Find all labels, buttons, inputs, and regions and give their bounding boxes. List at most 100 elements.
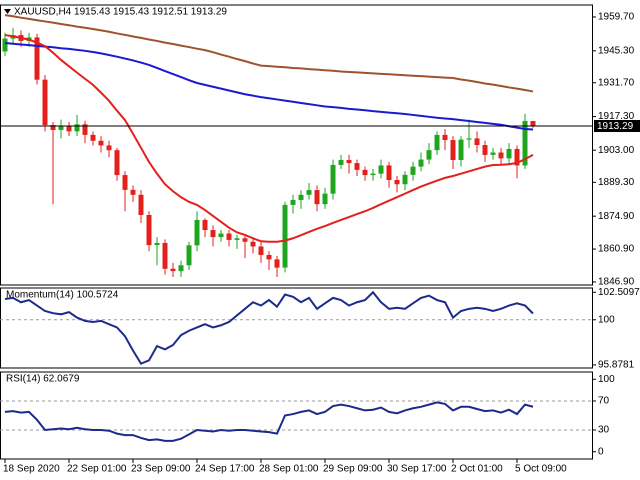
candle-body [234,238,240,240]
y-tick-label: 1860.90 [598,244,635,255]
candle-body [34,37,40,80]
x-tick-label: 28 Sep 01:00 [259,464,319,475]
y-tick-label: 100 [598,374,615,385]
candle-body [130,189,136,195]
candle-body [210,230,216,238]
candle-body [506,148,512,159]
candle-body [106,145,112,151]
candle-body [426,150,432,160]
candle-body [258,246,264,255]
candle-body [466,138,472,140]
candle-body [242,238,248,242]
candle-body [498,152,504,159]
y-tick-label: 1945.30 [598,45,635,56]
candle-body [50,125,56,130]
candle-body [450,140,456,161]
candle-body [442,134,448,141]
candle-body [322,193,328,205]
y-tick-label: 30 [598,425,610,436]
candle-body [522,120,528,166]
panel-title: RSI(14) 62.0679 [6,374,80,385]
candle-body [418,159,424,167]
y-tick-label: 70 [598,396,610,407]
candle-body [338,160,344,165]
moving-average [4,42,534,131]
panel-frame [0,4,593,286]
candle-body [66,125,72,132]
candle-body [154,242,160,246]
candle-body [298,194,304,200]
x-tick-label: 23 Sep 09:00 [131,464,191,475]
candle-body [330,164,336,194]
candle-body [162,242,168,269]
indicator-line [4,290,534,365]
x-tick-label: 2 Oct 01:00 [451,464,503,475]
candle-body [458,139,464,161]
last-price-box [594,119,640,132]
indicator-line [4,401,534,442]
candle-body [530,120,536,126]
candle-body [202,219,208,231]
y-tick-label: 100 [598,314,615,325]
candle-body [146,215,152,246]
y-tick-label: 1917.30 [598,111,635,122]
y-tick-label: 1846.90 [598,277,635,288]
candle-body [378,165,384,174]
candle-body [186,245,192,266]
moving-average [4,34,534,243]
candle-body [490,152,496,155]
candle-body [482,145,488,155]
y-tick-label: 102.5097 [598,287,640,298]
candle-body [410,166,416,175]
candle-body [74,124,80,132]
candle-body [82,124,88,135]
collapse-icon [4,9,11,14]
y-tick-label: 1889.30 [598,177,635,188]
candle-body [90,134,96,141]
moving-average [4,14,534,93]
y-tick-label: 1931.70 [598,77,635,88]
candle-body [266,254,272,260]
candle-body [402,174,408,185]
candle-body [170,268,176,272]
candle-body [346,160,352,164]
panel-title: XAUUSD,H4 1915.43 1915.43 1912.51 1913.2… [14,7,227,18]
candle-body [474,138,480,145]
candle-body [58,125,64,130]
candle-body [250,241,256,247]
y-tick-label: 0 [598,446,604,457]
x-tick-label: 18 Sep 2020 [3,464,60,475]
x-tick-label: 24 Sep 17:00 [195,464,255,475]
x-tick-label: 29 Sep 09:00 [323,464,383,475]
candle-body [314,190,320,205]
candle-body [226,233,232,240]
panel-frame [0,287,593,369]
candle-body [98,140,104,146]
candle-body [114,150,120,176]
candle-body [274,259,280,268]
candle-body [194,219,200,246]
candle-body [362,169,368,176]
candle-body [514,148,520,166]
x-tick-label: 22 Sep 01:00 [67,464,127,475]
candle-body [306,190,312,195]
candle-body [218,233,224,238]
candle-body [178,265,184,272]
x-tick-label: 30 Sep 17:00 [387,464,447,475]
candle-body [386,165,392,180]
candle-body [282,204,288,268]
candle-body [354,163,360,170]
y-tick-label: 1903.00 [598,145,635,156]
candle-body [2,38,8,52]
candle-body [394,180,400,185]
x-tick-label: 5 Oct 09:00 [515,464,567,475]
y-tick-label: 1959.70 [598,12,635,23]
last-price-label: 1913.29 [597,121,634,132]
panel-title: Momentum(14) 100.5724 [6,290,119,301]
y-tick-label: 95.8781 [598,360,635,371]
candle-body [122,175,128,190]
candle-body [138,194,144,215]
panel-frame [0,371,593,460]
